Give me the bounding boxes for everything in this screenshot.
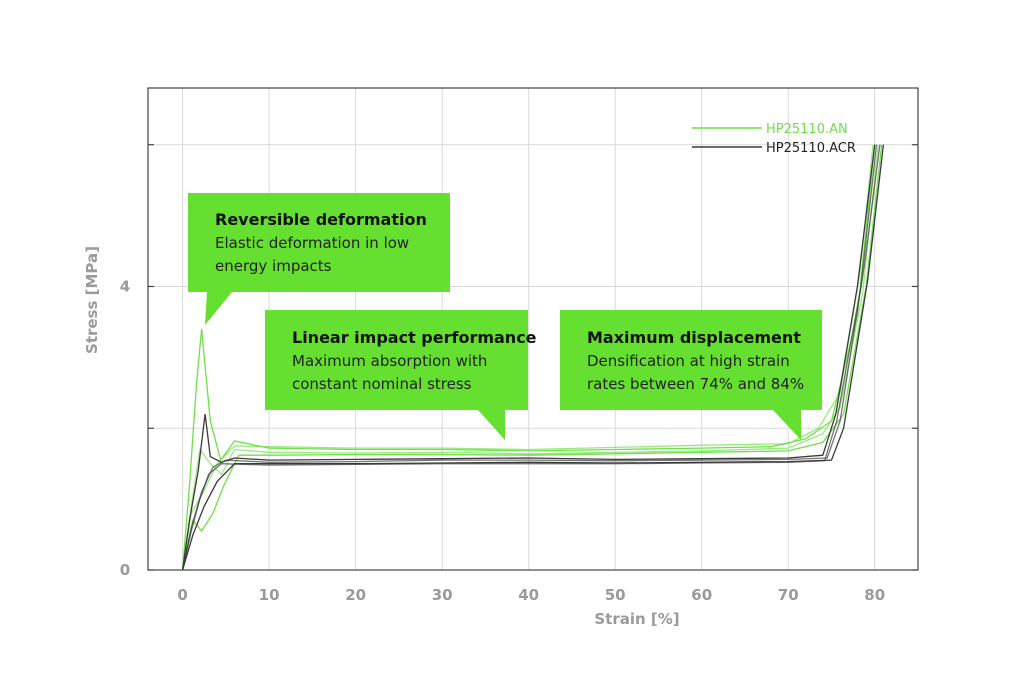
x-tick-label: 40: [518, 586, 539, 604]
x-axis-label: Strain [%]: [594, 610, 679, 628]
x-tick-label: 60: [691, 586, 712, 604]
legend: HP25110.AN HP25110.ACR: [692, 122, 856, 156]
series-line: [181, 144, 876, 571]
legend-label-hp25110-acr: HP25110.ACR: [766, 141, 856, 156]
series-line: [181, 144, 876, 571]
callout-title: Linear impact performance: [292, 328, 537, 347]
series-line: [181, 144, 885, 571]
callout-linear-impact-performance: Linear impact performance Maximum absorp…: [265, 310, 537, 440]
series-line: [181, 144, 878, 571]
x-tick-label: 30: [432, 586, 453, 604]
y-tick-label: 4: [120, 277, 130, 295]
callout-line: Elastic deformation in low: [215, 234, 409, 252]
plot-border: [147, 87, 919, 571]
callout-reversible-deformation: Reversible deformation Elastic deformati…: [188, 193, 450, 325]
callout-title: Reversible deformation: [215, 210, 427, 229]
y-axis-ticks: 04: [120, 277, 130, 579]
x-tick-label: 50: [605, 586, 626, 604]
x-tick-label: 20: [345, 586, 366, 604]
x-tick-label: 10: [259, 586, 280, 604]
callout-line: Maximum absorption with: [292, 352, 487, 370]
x-tick-label: 70: [778, 586, 799, 604]
y-axis-label: Stress [MPa]: [83, 246, 101, 354]
series-line: [181, 144, 874, 571]
callout-title: Maximum displacement: [587, 328, 801, 347]
callout-box: [188, 193, 450, 325]
callout-maximum-displacement: Maximum displacement Densification at hi…: [560, 310, 822, 440]
y-tick-label: 0: [120, 561, 130, 579]
series-hp25110-acr: [181, 144, 885, 571]
x-axis-ticks: 0 10 20 30 40 50 60 70 80: [177, 586, 885, 604]
callout-line: constant nominal stress: [292, 375, 472, 393]
series-line: [181, 144, 879, 571]
callout-line: Densification at high strain: [587, 352, 790, 370]
callout-box: [265, 310, 528, 440]
legend-label-hp25110-an: HP25110.AN: [766, 122, 848, 137]
plot-frame: [147, 87, 919, 571]
callout-box: [560, 310, 822, 440]
x-tick-label: 0: [177, 586, 187, 604]
series-layer: [181, 144, 885, 571]
x-tick-label: 80: [864, 586, 885, 604]
callout-line: rates between 74% and 84%: [587, 375, 804, 393]
callout-line: energy impacts: [215, 257, 332, 275]
